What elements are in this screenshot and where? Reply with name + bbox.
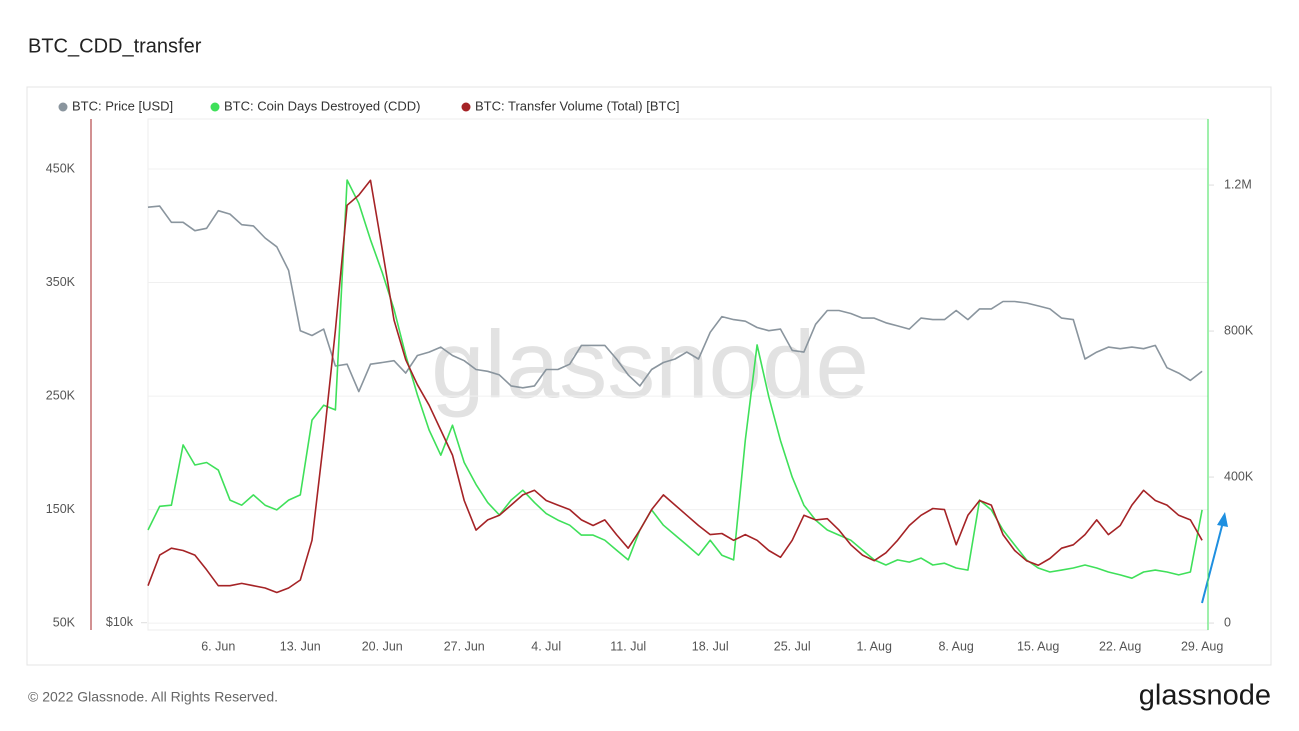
logo: glassnode — [1139, 680, 1271, 712]
y-tick-label: 350K — [46, 275, 76, 289]
x-tick-label: 1. Aug — [856, 639, 891, 653]
y-tick-label: 150K — [46, 502, 76, 516]
legend-marker — [210, 102, 220, 112]
footer: © 2022 Glassnode. All Rights Reserved. — [28, 689, 278, 705]
x-tick-label: 29. Aug — [1181, 639, 1223, 653]
y2-tick-label: 400K — [1224, 469, 1254, 483]
legend-label: BTC: Coin Days Destroyed (CDD) — [224, 98, 421, 113]
x-tick-label: 8. Aug — [938, 639, 973, 653]
x-tick-label: 6. Jun — [201, 639, 235, 653]
watermark: glassnode — [431, 311, 869, 418]
series-line — [147, 179, 1203, 594]
legend-label: BTC: Transfer Volume (Total) [BTC] — [475, 98, 679, 113]
chart-title: BTC_CDD_transfer — [28, 35, 202, 57]
series-line — [147, 205, 1203, 393]
legend-label: BTC: Price [USD] — [72, 98, 173, 113]
x-tick-label: 15. Aug — [1017, 639, 1059, 653]
y-tick-label: 450K — [46, 161, 76, 175]
x-tick-label: 22. Aug — [1099, 639, 1141, 653]
y2-tick-label: 800K — [1224, 323, 1254, 337]
x-tick-label: 4. Jul — [531, 639, 561, 653]
y2-tick-label: 0 — [1224, 615, 1231, 629]
legend-marker — [461, 102, 471, 112]
y3-tick-label: $10k — [106, 615, 134, 629]
x-tick-label: 20. Jun — [362, 639, 403, 653]
x-tick-label: 11. Jul — [610, 639, 646, 653]
x-tick-label: 18. Jul — [692, 639, 729, 653]
x-tick-label: 25. Jul — [774, 639, 811, 653]
legend-marker — [58, 102, 68, 112]
annotation-arrow — [1201, 512, 1228, 604]
y-tick-label: 50K — [53, 615, 76, 629]
y2-tick-label: 1.2M — [1224, 177, 1252, 191]
x-tick-label: 13. Jun — [280, 639, 321, 653]
chart-frame — [26, 86, 1272, 666]
y-tick-label: 250K — [46, 388, 76, 402]
x-tick-label: 27. Jun — [444, 639, 485, 653]
